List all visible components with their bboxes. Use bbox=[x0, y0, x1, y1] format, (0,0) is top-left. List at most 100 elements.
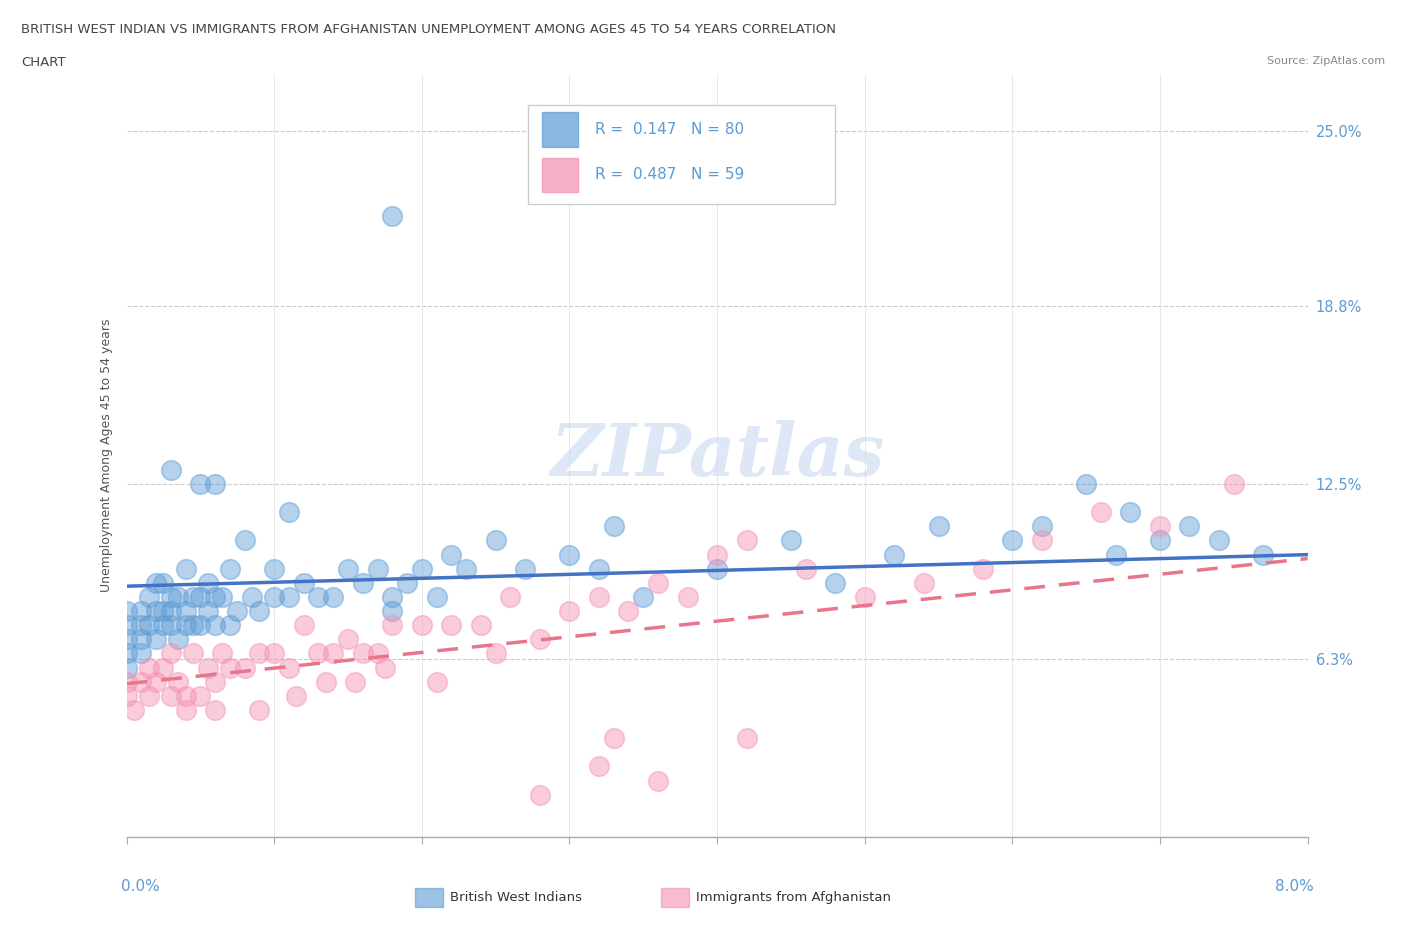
Point bbox=[204, 702, 226, 717]
Point bbox=[381, 618, 404, 632]
Point bbox=[1251, 547, 1274, 562]
Point bbox=[1031, 519, 1053, 534]
FancyBboxPatch shape bbox=[543, 113, 578, 147]
Text: 0.0%: 0.0% bbox=[121, 879, 159, 894]
Point bbox=[1105, 547, 1128, 562]
Point bbox=[115, 688, 138, 703]
Point bbox=[425, 590, 447, 604]
FancyBboxPatch shape bbox=[543, 158, 578, 193]
Point bbox=[174, 604, 197, 618]
Point bbox=[115, 674, 138, 689]
Point bbox=[174, 702, 197, 717]
Text: BRITISH WEST INDIAN VS IMMIGRANTS FROM AFGHANISTAN UNEMPLOYMENT AMONG AGES 45 TO: BRITISH WEST INDIAN VS IMMIGRANTS FROM A… bbox=[21, 23, 837, 36]
Point bbox=[366, 646, 388, 661]
Point bbox=[159, 462, 183, 477]
Point bbox=[159, 604, 183, 618]
Point bbox=[440, 547, 463, 562]
Point bbox=[307, 646, 329, 661]
Point bbox=[129, 646, 153, 661]
Text: British West Indians: British West Indians bbox=[450, 891, 582, 904]
Point bbox=[292, 618, 315, 632]
Point bbox=[197, 576, 219, 591]
Point bbox=[174, 618, 197, 632]
FancyBboxPatch shape bbox=[529, 105, 835, 204]
Point bbox=[188, 688, 211, 703]
Point bbox=[381, 604, 404, 618]
Point bbox=[602, 731, 624, 746]
Point bbox=[912, 576, 935, 591]
Point bbox=[174, 561, 197, 576]
Point bbox=[204, 618, 226, 632]
Point bbox=[307, 590, 329, 604]
Point bbox=[558, 547, 581, 562]
Point bbox=[174, 688, 197, 703]
Point bbox=[588, 590, 610, 604]
Point bbox=[647, 576, 669, 591]
Point bbox=[204, 590, 226, 604]
Point bbox=[152, 618, 174, 632]
Point bbox=[152, 576, 174, 591]
Point bbox=[181, 618, 204, 632]
Point bbox=[218, 618, 242, 632]
Point bbox=[152, 604, 174, 618]
Point bbox=[247, 702, 270, 717]
Point bbox=[218, 660, 242, 675]
Point bbox=[159, 646, 183, 661]
Point bbox=[454, 561, 477, 576]
Point bbox=[735, 731, 758, 746]
Point bbox=[278, 660, 301, 675]
Point bbox=[129, 618, 153, 632]
Point bbox=[1222, 476, 1246, 491]
Point bbox=[129, 674, 153, 689]
Point bbox=[211, 590, 233, 604]
Point bbox=[197, 604, 219, 618]
Point bbox=[344, 674, 367, 689]
Point bbox=[484, 646, 508, 661]
Point bbox=[1178, 519, 1201, 534]
Point bbox=[366, 561, 388, 576]
Point bbox=[374, 660, 396, 675]
Point bbox=[425, 674, 447, 689]
Point bbox=[152, 660, 174, 675]
Point bbox=[122, 702, 145, 717]
Point bbox=[129, 631, 153, 646]
Point bbox=[247, 646, 270, 661]
Point bbox=[588, 561, 610, 576]
Point bbox=[138, 590, 160, 604]
Point bbox=[337, 561, 360, 576]
Point bbox=[735, 533, 758, 548]
Point bbox=[883, 547, 905, 562]
Point bbox=[204, 674, 226, 689]
Point bbox=[115, 631, 138, 646]
Text: ZIPatlas: ZIPatlas bbox=[550, 420, 884, 491]
Point bbox=[499, 590, 522, 604]
Point bbox=[337, 631, 360, 646]
Text: CHART: CHART bbox=[21, 56, 66, 69]
Point bbox=[115, 618, 138, 632]
Point bbox=[529, 631, 551, 646]
Text: Immigrants from Afghanistan: Immigrants from Afghanistan bbox=[696, 891, 891, 904]
Point bbox=[381, 208, 404, 223]
Point bbox=[226, 604, 249, 618]
Point bbox=[129, 604, 153, 618]
Point bbox=[322, 646, 344, 661]
Point bbox=[188, 590, 211, 604]
Point bbox=[188, 476, 211, 491]
Point bbox=[411, 561, 433, 576]
Y-axis label: Unemployment Among Ages 45 to 54 years: Unemployment Among Ages 45 to 54 years bbox=[100, 319, 112, 592]
Point bbox=[824, 576, 846, 591]
Point bbox=[138, 618, 160, 632]
Point bbox=[470, 618, 492, 632]
Point bbox=[138, 660, 160, 675]
Text: Source: ZipAtlas.com: Source: ZipAtlas.com bbox=[1267, 56, 1385, 66]
Point bbox=[204, 476, 226, 491]
Point bbox=[1076, 476, 1098, 491]
Point bbox=[853, 590, 876, 604]
Point bbox=[188, 618, 211, 632]
Point bbox=[145, 631, 167, 646]
Point bbox=[115, 604, 138, 618]
Point bbox=[706, 547, 728, 562]
Point bbox=[484, 533, 508, 548]
Point bbox=[676, 590, 699, 604]
Point bbox=[779, 533, 801, 548]
